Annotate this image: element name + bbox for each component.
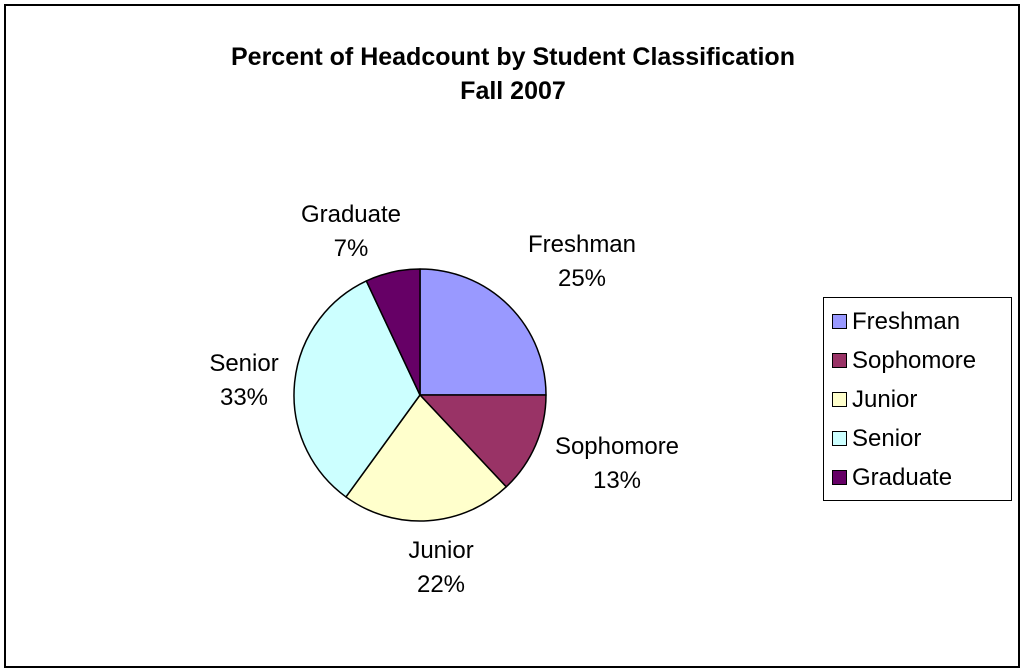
pie-slice-senior — [293, 280, 421, 498]
legend-item-sophomore: Sophomore — [824, 341, 1011, 380]
legend-label: Junior — [852, 385, 918, 413]
legend-label: Freshman — [852, 307, 961, 335]
slice-value-label-senior: 33% — [220, 384, 268, 411]
pie-slice-junior — [345, 394, 507, 522]
pie-labels: Freshman 25% Sophomore 13% Junior 22% Senior 33… — [209, 201, 679, 598]
slice-label-graduate: Graduate — [301, 201, 401, 228]
slice-label-freshman: Freshman — [528, 231, 636, 258]
legend-label: Graduate — [852, 463, 953, 491]
slice-value-label-junior: 22% — [417, 571, 465, 598]
legend-swatch — [832, 392, 847, 407]
legend-swatch — [832, 470, 847, 485]
slice-label-sophomore: Sophomore — [555, 433, 679, 460]
slice-value-label-sophomore: 13% — [593, 467, 641, 494]
pie-slices — [293, 268, 547, 522]
pie-slice-freshman — [419, 268, 547, 396]
slice-label-junior: Junior — [408, 537, 473, 564]
slice-label-senior: Senior — [209, 350, 278, 377]
legend-swatch — [832, 353, 847, 368]
slice-value-label-graduate: 7% — [334, 235, 369, 262]
legend-item-graduate: Graduate — [824, 458, 1011, 497]
pie-slice-sophomore — [419, 394, 547, 488]
legend: Freshman Sophomore Junior Senior Graduat… — [823, 297, 1012, 501]
chart-title-block: Percent of Headcount by Student Classifi… — [0, 40, 1026, 108]
legend-item-senior: Senior — [824, 419, 1011, 458]
chart-subtitle: Fall 2007 — [460, 77, 566, 105]
slice-value-label-freshman: 25% — [558, 265, 606, 292]
legend-swatch — [832, 431, 847, 446]
legend-item-junior: Junior — [824, 380, 1011, 419]
legend-item-freshman: Freshman — [824, 302, 1011, 341]
legend-swatch — [832, 314, 847, 329]
legend-label: Senior — [852, 424, 922, 452]
chart-title: Percent of Headcount by Student Classifi… — [231, 43, 795, 71]
pie-slice-graduate — [365, 268, 421, 396]
legend-label: Sophomore — [852, 346, 977, 374]
